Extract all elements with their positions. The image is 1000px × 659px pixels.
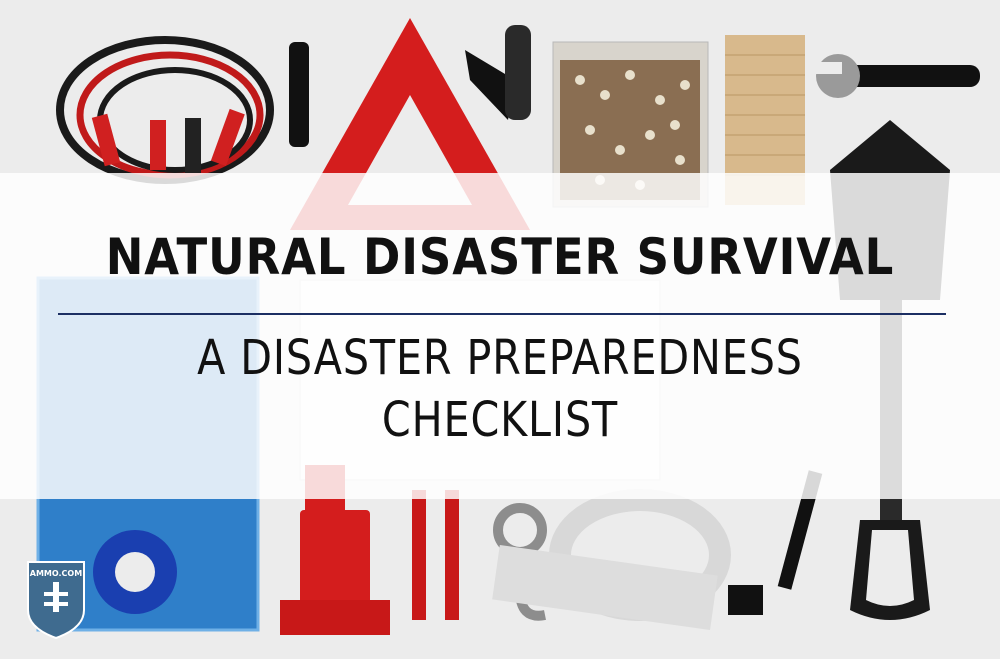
subtitle-line-2: CHECKLIST [381, 392, 619, 448]
logo-text: AMMO.COM [30, 569, 82, 578]
title-band [0, 173, 1000, 499]
jack-handle [412, 490, 426, 620]
ammo-logo: AMMO.COM [27, 561, 85, 640]
subtitle-line-1: A DISASTER PREPAREDNESS [197, 330, 803, 386]
page-title: NATURAL DISASTER SURVIVAL [105, 228, 895, 286]
jack-handle [445, 490, 459, 620]
adjustable-wrench [812, 54, 980, 98]
tow-strap [492, 489, 731, 631]
lug-wrench [728, 470, 823, 615]
tape-roll [93, 530, 177, 614]
pocket-knife [465, 25, 531, 120]
title-divider [58, 313, 946, 315]
flashlight [289, 42, 309, 147]
logo-bullet-icon [44, 582, 68, 612]
